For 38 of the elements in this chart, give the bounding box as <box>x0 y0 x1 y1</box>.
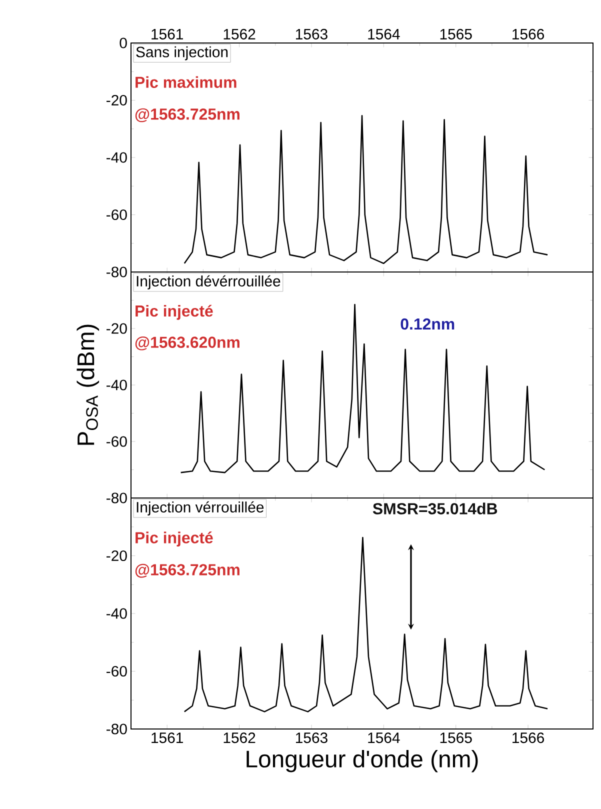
y-tick-label: -80 <box>106 492 127 504</box>
chart-title: Sans injection <box>136 46 228 60</box>
x-tick-label: 1561 <box>152 28 183 40</box>
y-tick-label: -40 <box>106 380 127 390</box>
y-tick-label: 0 <box>120 38 127 48</box>
annotation: SMSR=35.014dB <box>372 502 498 514</box>
y-tick-label: -80 <box>106 266 127 278</box>
y-tick-label: -40 <box>106 152 127 163</box>
annotation: Pic injecté <box>136 304 213 320</box>
x-tick-label: 1565 <box>440 732 472 744</box>
x-tick-label: 1562 <box>224 732 256 744</box>
y-tick-label: -60 <box>106 666 127 677</box>
y-axis-title: P$_{OSA}$ (dBm) <box>76 324 100 445</box>
y-tick-label: -20 <box>106 323 127 334</box>
y-tick-label: -40 <box>106 608 127 619</box>
annotation: Pic injecté <box>136 532 213 547</box>
x-tick-label: 1566 <box>512 28 544 40</box>
y-tick-label: -60 <box>106 209 127 220</box>
x-tick-label: 1561 <box>152 732 183 744</box>
x-tick-label: 1564 <box>368 732 400 744</box>
y-tick-label: -80 <box>106 724 127 734</box>
y-tick-label: -20 <box>106 550 127 562</box>
annotation: Pic maximum <box>136 76 236 88</box>
x-tick-label: 1565 <box>440 28 472 40</box>
annotation: 0.12nm <box>400 318 454 330</box>
x-tick-label: 1562 <box>224 28 256 40</box>
annotation: @1563.620nm <box>135 336 240 350</box>
x-axis-title: Longueur d'onde (nm) <box>246 750 478 772</box>
x-tick-label: 1563 <box>296 28 328 40</box>
annotation: @1563.725nm <box>135 564 240 578</box>
y-tick-label: -60 <box>106 436 127 447</box>
chart-title: Injection vérrouillée <box>136 501 264 516</box>
y-tick-label: -20 <box>106 94 127 106</box>
x-tick-label: 1563 <box>296 732 328 744</box>
chart-title: Injection dévérrouillée <box>136 275 280 290</box>
x-tick-label: 1566 <box>512 732 544 744</box>
x-tick-label: 1564 <box>368 28 400 40</box>
annotation: @1563.725nm <box>135 108 240 122</box>
